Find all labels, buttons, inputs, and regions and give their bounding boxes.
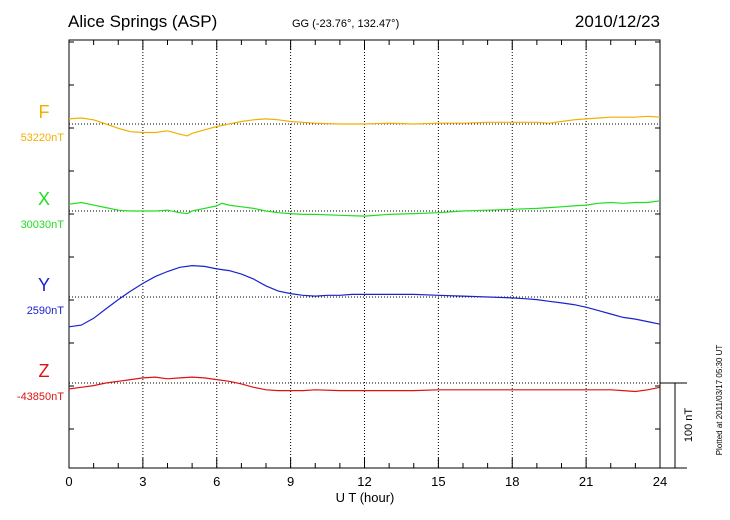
- series-baseline-label-f: 53220nT: [21, 132, 65, 144]
- x-tick-label: 15: [431, 474, 445, 489]
- x-tick-label: 6: [213, 474, 220, 489]
- grid-lines: [69, 40, 660, 468]
- series-baseline-label-z: -43850nT: [17, 391, 64, 403]
- series-name-z: Z: [39, 361, 50, 381]
- axis-ticks: [68, 40, 661, 468]
- series-line-y: [68, 264, 661, 328]
- scale-bar: 100 nT: [660, 382, 695, 469]
- series-baseline-label-x: 30030nT: [21, 219, 65, 231]
- x-tick-label: 12: [357, 474, 371, 489]
- x-axis-label: U T (hour): [336, 490, 395, 505]
- x-tick-label: 24: [653, 474, 667, 489]
- x-tick-label: 9: [287, 474, 294, 489]
- station-title: Alice Springs (ASP): [68, 12, 217, 31]
- series-name-x: X: [38, 189, 50, 209]
- x-tick-label: 3: [139, 474, 146, 489]
- plot-date: 2010/12/23: [575, 12, 660, 31]
- series-lines: [68, 115, 661, 393]
- x-tick-label: 18: [505, 474, 519, 489]
- series-line-x: [68, 200, 661, 217]
- series-line-f: [68, 115, 661, 137]
- station-coordinates: GG (-23.76°, 132.47°): [292, 18, 399, 30]
- series-line-z: [68, 376, 661, 393]
- x-tick-labels: 0 3 6 9 12 15 18 21 24: [65, 474, 667, 489]
- x-tick-label: 0: [65, 474, 72, 489]
- scale-bar-label: 100 nT: [683, 408, 695, 443]
- series-name-f: F: [39, 102, 50, 122]
- series-name-y: Y: [38, 275, 50, 295]
- series-baseline-label-y: 2590nT: [27, 305, 65, 317]
- x-tick-label: 21: [579, 474, 593, 489]
- plotted-timestamp: Plotted at 2011/03/17 05:30 UT: [715, 345, 724, 456]
- series-labels: F 53220nT X 30030nT Y 2590nT Z -43850nT: [17, 102, 64, 403]
